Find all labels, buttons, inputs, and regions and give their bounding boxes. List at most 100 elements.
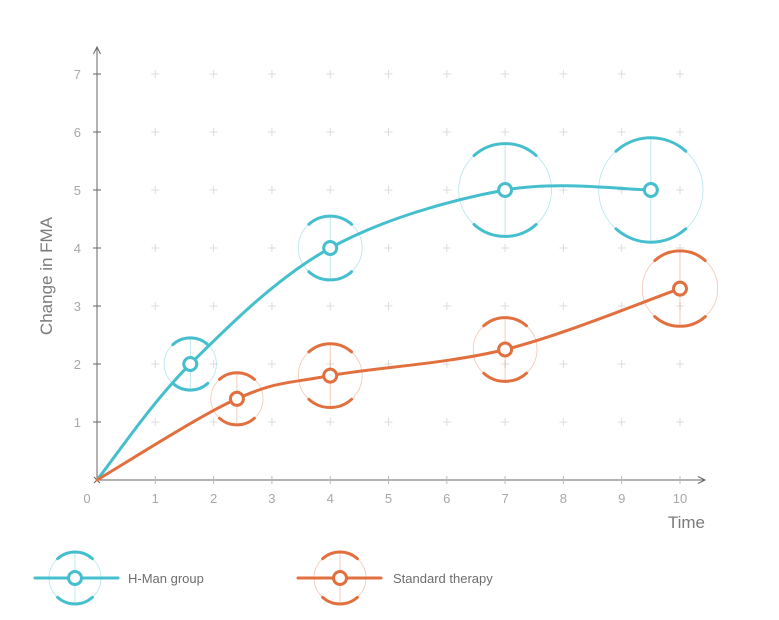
grid-plus — [267, 302, 276, 310]
data-standard-error-cap-top — [653, 249, 707, 263]
grid-plus — [209, 70, 218, 78]
legend-standard-point — [332, 570, 348, 586]
grid-plus — [676, 128, 684, 136]
grid-plus — [209, 128, 218, 136]
grid-plus — [267, 418, 276, 426]
grid-plus — [676, 360, 684, 368]
data-hman-error-cap-bottom — [472, 222, 538, 238]
y-tick-label: 6 — [74, 125, 81, 140]
grid-plus — [326, 70, 335, 78]
series-hman — [95, 136, 704, 482]
axes — [93, 45, 707, 484]
x-axis-title: Time — [668, 513, 705, 532]
grid-plus — [559, 418, 568, 426]
legend-item-hman[interactable]: H-Man group — [33, 550, 204, 606]
legend-marker-hman — [33, 550, 120, 606]
grid-plus — [676, 302, 684, 310]
grid-plus — [501, 302, 510, 310]
legend-hman-error-cap-bottom — [56, 595, 94, 606]
grid-plus — [209, 186, 218, 194]
data-standard-error-cap-bottom — [653, 315, 707, 328]
grid-plus — [326, 360, 335, 368]
grid-plus — [209, 244, 218, 252]
data-standard-point — [497, 341, 514, 358]
legend-label-hman: H-Man group — [128, 571, 204, 586]
grid-plus — [267, 244, 276, 252]
data-standard-error-cap-top — [307, 342, 354, 354]
y-tick-label: 7 — [74, 67, 81, 82]
grid-plus — [442, 70, 451, 78]
data-standard-point — [322, 367, 339, 384]
grid-plus — [442, 418, 451, 426]
x-tick-label: 4 — [327, 491, 334, 506]
grid-plus — [559, 244, 568, 252]
y-tick-label: 4 — [74, 241, 81, 256]
series-line-hman — [95, 184, 653, 482]
grid-plus — [326, 186, 335, 194]
x-tick-label: 10 — [673, 491, 687, 506]
grid-plus — [209, 418, 218, 426]
grid-plus — [617, 128, 626, 136]
grid-plus — [617, 70, 626, 78]
grid-plus — [151, 186, 160, 194]
data-hman-error-cap-top — [307, 214, 354, 226]
data-hman-error-cap-bottom — [614, 227, 688, 244]
data-standard-error-cap-bottom — [217, 416, 256, 427]
grid-plus — [442, 186, 451, 194]
legend-marker-standard — [296, 550, 383, 606]
data-standard-error-cap-bottom — [482, 371, 528, 383]
x-axis-arrow — [697, 476, 707, 484]
grid-plus — [267, 186, 276, 194]
legend-label-standard: Standard therapy — [393, 571, 493, 586]
series-standard — [95, 249, 719, 482]
grid-plus — [151, 128, 160, 136]
grid-plus — [384, 128, 393, 136]
y-tick-label: 5 — [74, 183, 81, 198]
x-tick-label: 9 — [618, 491, 625, 506]
legend-item-standard[interactable]: Standard therapy — [296, 550, 493, 606]
legend-hman-point — [67, 570, 83, 586]
x-tick-label: 3 — [268, 491, 275, 506]
grid-plus — [151, 302, 160, 310]
grid-plus — [326, 128, 335, 136]
grid-plus — [676, 186, 684, 194]
grid-plus — [267, 70, 276, 78]
grid-plus — [617, 244, 626, 252]
grid-plus — [151, 360, 160, 368]
legend: H-Man group Standard therapy — [33, 550, 493, 606]
grid-plus — [209, 302, 218, 310]
data-standard-error-cap-top — [482, 316, 528, 328]
data-hman-error-cap-top — [614, 136, 688, 153]
series — [95, 136, 719, 482]
grid-plus — [384, 418, 393, 426]
grid-plus — [559, 186, 568, 194]
legend-hman-error-cap-top — [56, 550, 94, 561]
grid-plus — [267, 128, 276, 136]
data-hman-point — [642, 182, 659, 198]
grid-plus — [559, 128, 568, 136]
y-tick-label: 2 — [74, 357, 81, 372]
data-standard-error-cap-bottom — [307, 397, 354, 409]
data-hman-error-cap-bottom — [307, 270, 354, 282]
grid-plus — [326, 418, 335, 426]
data-hman-point — [497, 182, 514, 198]
grid-plus — [501, 244, 510, 252]
x-tick-label: 5 — [385, 491, 392, 506]
grid-plus-markers — [151, 70, 684, 426]
grid-plus — [384, 70, 393, 78]
grid-plus — [442, 244, 451, 252]
grid-plus — [326, 302, 335, 310]
grid-plus — [617, 418, 626, 426]
data-hman-error-cap-bottom — [171, 381, 210, 392]
y-tick-label: 3 — [74, 299, 81, 314]
grid-plus — [501, 70, 510, 78]
grid-plus — [442, 302, 451, 310]
grid-plus — [151, 70, 160, 78]
x-tick-label: 0 — [83, 491, 90, 506]
y-tick-label: 1 — [74, 415, 81, 430]
series-line-standard — [95, 287, 682, 482]
grid-plus — [209, 360, 218, 368]
grid-plus — [151, 418, 160, 426]
grid-plus — [676, 418, 684, 426]
